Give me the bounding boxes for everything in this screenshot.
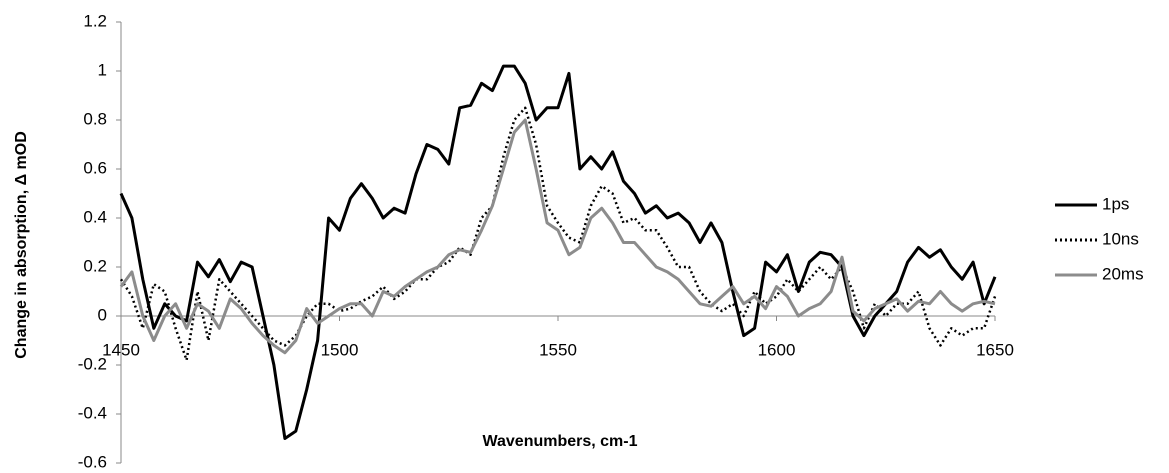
- legend-label: 1ps: [1102, 194, 1129, 213]
- x-tick-label: 1650: [976, 340, 1014, 359]
- y-tick-label: -0.2: [78, 354, 107, 373]
- y-tick-label: 0.2: [83, 256, 107, 275]
- y-tick-label: 0.8: [83, 109, 107, 128]
- y-tick-label: 0.4: [83, 207, 107, 226]
- x-tick-label: 1600: [758, 340, 796, 359]
- series-line: [119, 64, 997, 440]
- y-tick-label: 0.6: [83, 158, 107, 177]
- legend-label: 20ms: [1102, 264, 1144, 283]
- y-tick-label: -0.4: [78, 403, 107, 422]
- x-axis-label: Wavenumbers, cm-1: [482, 433, 637, 450]
- y-tick-label: 1: [98, 60, 107, 79]
- y-tick-label: 1.2: [83, 11, 107, 30]
- y-axis-label: Change in absorption, Δ mOD: [13, 131, 30, 359]
- series-line: [119, 106, 997, 362]
- legend-label: 10ns: [1102, 229, 1139, 248]
- x-tick-label: 1500: [321, 340, 359, 359]
- series-line: [119, 118, 996, 355]
- x-tick-label: 1550: [539, 340, 577, 359]
- y-tick-label: 0: [98, 305, 107, 324]
- x-tick-label: 1450: [102, 340, 140, 359]
- y-tick-label: -0.6: [78, 452, 107, 471]
